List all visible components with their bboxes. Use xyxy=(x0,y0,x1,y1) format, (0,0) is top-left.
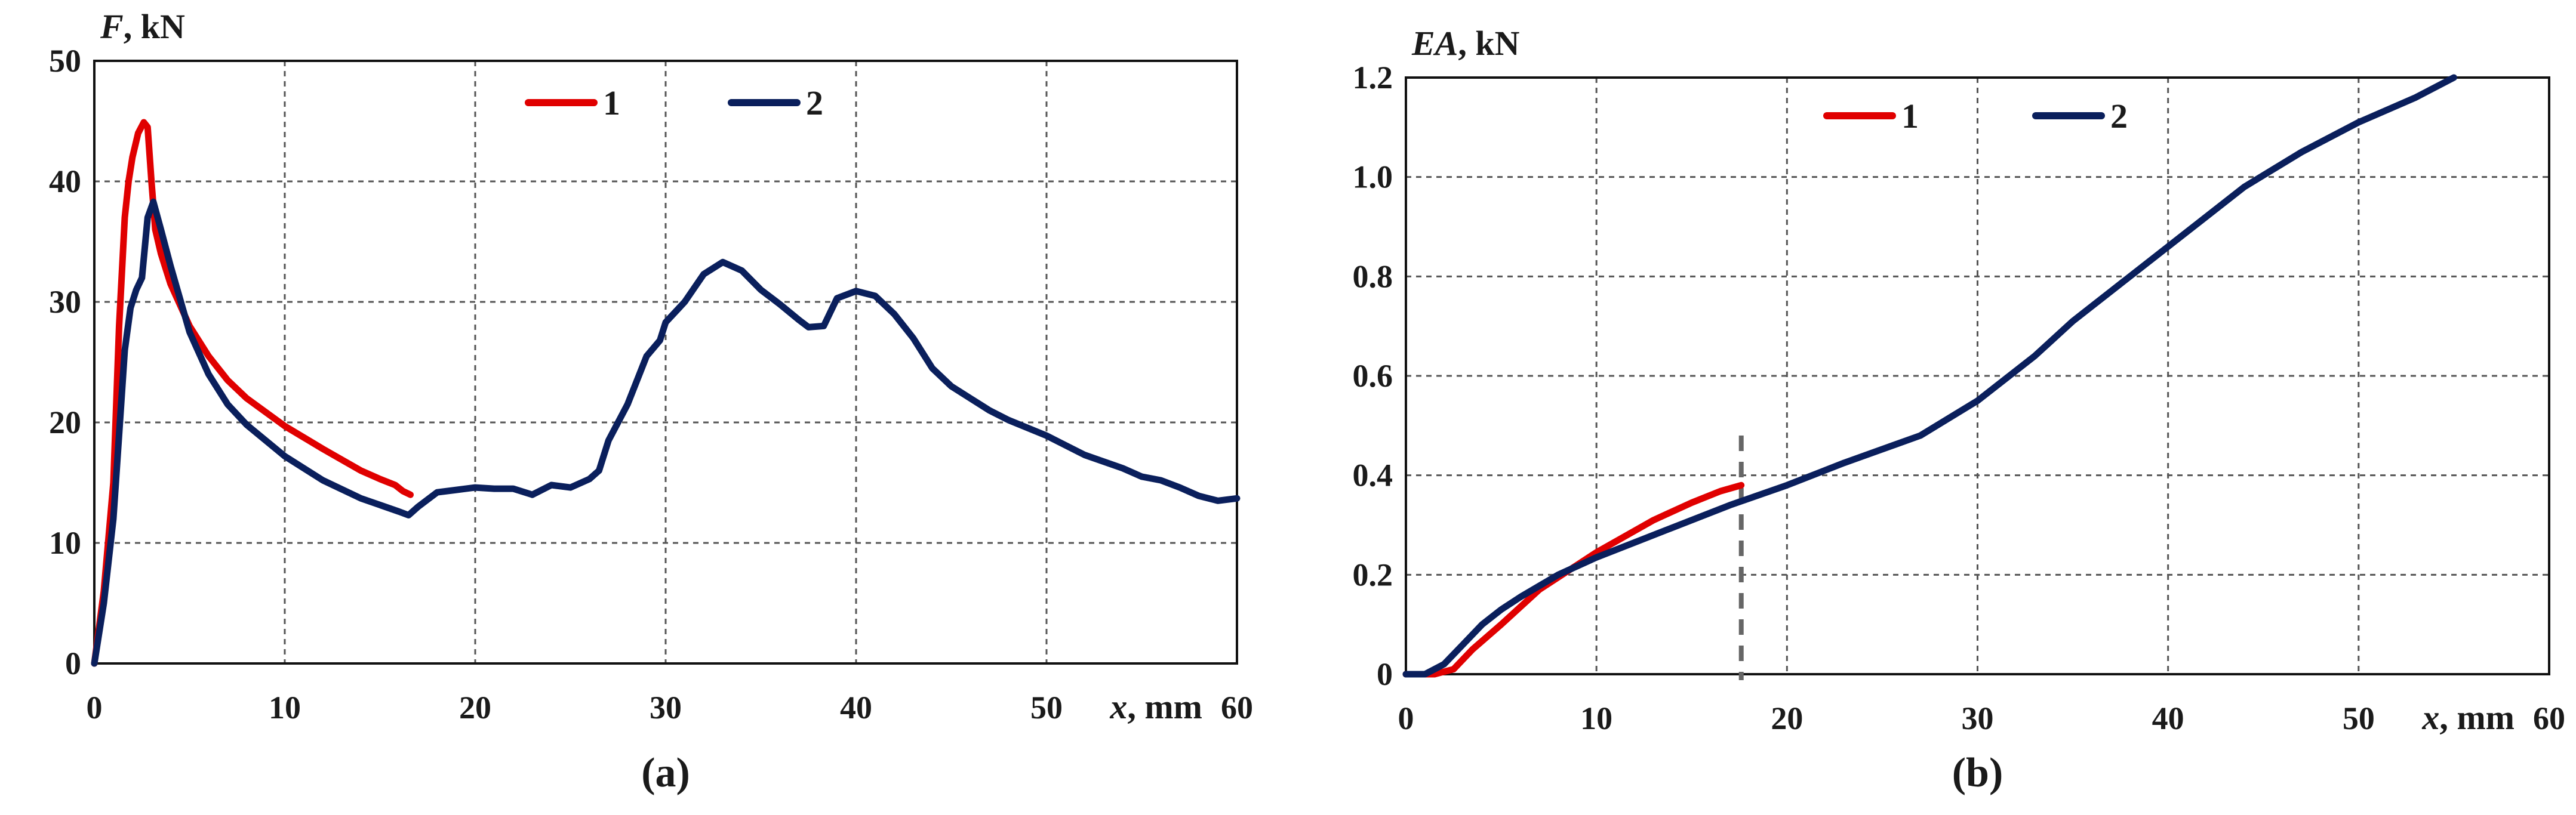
chart2-legend-label-1: 1 xyxy=(1901,97,1919,135)
chart2-x-tick-label: 20 xyxy=(1771,700,1803,736)
chart2-y-tick-label: 1.2 xyxy=(1353,60,1393,95)
chart2-x-tick-label: 60 xyxy=(2533,700,2565,736)
chart1-legend-label-2: 2 xyxy=(806,84,823,122)
chart2-y-tick-label: 0.4 xyxy=(1353,458,1393,493)
chart1-legend-label-1: 1 xyxy=(603,84,620,122)
chart1-panel-label: (a) xyxy=(641,750,690,796)
chart2-y-axis-label: EA, kN xyxy=(1411,24,1520,63)
chart2-y-tick-label: 0.6 xyxy=(1353,358,1393,394)
chart2-legend-label-2: 2 xyxy=(2110,97,2128,135)
chart1-x-tick-label: 20 xyxy=(459,690,491,726)
chart1: 0 10 20 30 40 50 0 10 20 30 40 50 60 F, kN x, mm 1 2 (a) xyxy=(49,7,1253,796)
chart2-y-tick-label: 0.8 xyxy=(1353,258,1393,294)
chart1-x-tick-label: 50 xyxy=(1030,690,1063,726)
chart1-x-tick-label: 10 xyxy=(269,690,301,726)
chart2-x-axis-label: x, mm xyxy=(2421,698,2515,737)
chart2: 0 0.2 0.4 0.6 0.8 1.0 1.2 0 10 20 30 40 50 60 EA, kN x,… xyxy=(1353,24,2566,796)
chart1-x-tick-label: 0 xyxy=(87,690,103,726)
chart2-y-tick-label: 1.0 xyxy=(1353,159,1393,195)
chart2-x-tick-label: 10 xyxy=(1580,700,1612,736)
chart1-y-tick-label: 30 xyxy=(49,284,81,320)
chart2-x-tick-label: 40 xyxy=(2152,700,2184,736)
chart1-series-1-line xyxy=(91,119,414,667)
chart2-panel-label: (b) xyxy=(1952,750,2003,796)
chart2-y-tick-label: 0.2 xyxy=(1353,557,1393,592)
chart1-y-tick-label: 20 xyxy=(49,405,81,440)
chart1-y-tick-label: 0 xyxy=(65,646,81,681)
chart1-x-axis-label: x, mm xyxy=(1109,687,1202,726)
chart2-y-tick-label: 0 xyxy=(1377,656,1393,692)
chart2-x-tick-label: 30 xyxy=(1962,700,1994,736)
chart1-series-2-line xyxy=(91,198,1241,667)
chart2-series-2-line xyxy=(1402,74,2457,678)
chart1-y-tick-label: 10 xyxy=(49,525,81,561)
chart2-x-tick-label: 50 xyxy=(2343,700,2375,736)
chart1-x-tick-label: 40 xyxy=(840,690,872,726)
chart1-x-tick-label: 30 xyxy=(650,690,682,726)
chart1-y-tick-label: 50 xyxy=(49,43,81,79)
chart1-plot-frame xyxy=(93,60,1238,665)
chart1-x-tick-label: 60 xyxy=(1221,690,1253,726)
chart1-y-axis-label: F, kN xyxy=(100,7,185,46)
chart2-plot-frame xyxy=(1405,76,2550,675)
chart1-y-tick-label: 40 xyxy=(49,163,81,199)
chart2-x-tick-label: 0 xyxy=(1398,700,1414,736)
